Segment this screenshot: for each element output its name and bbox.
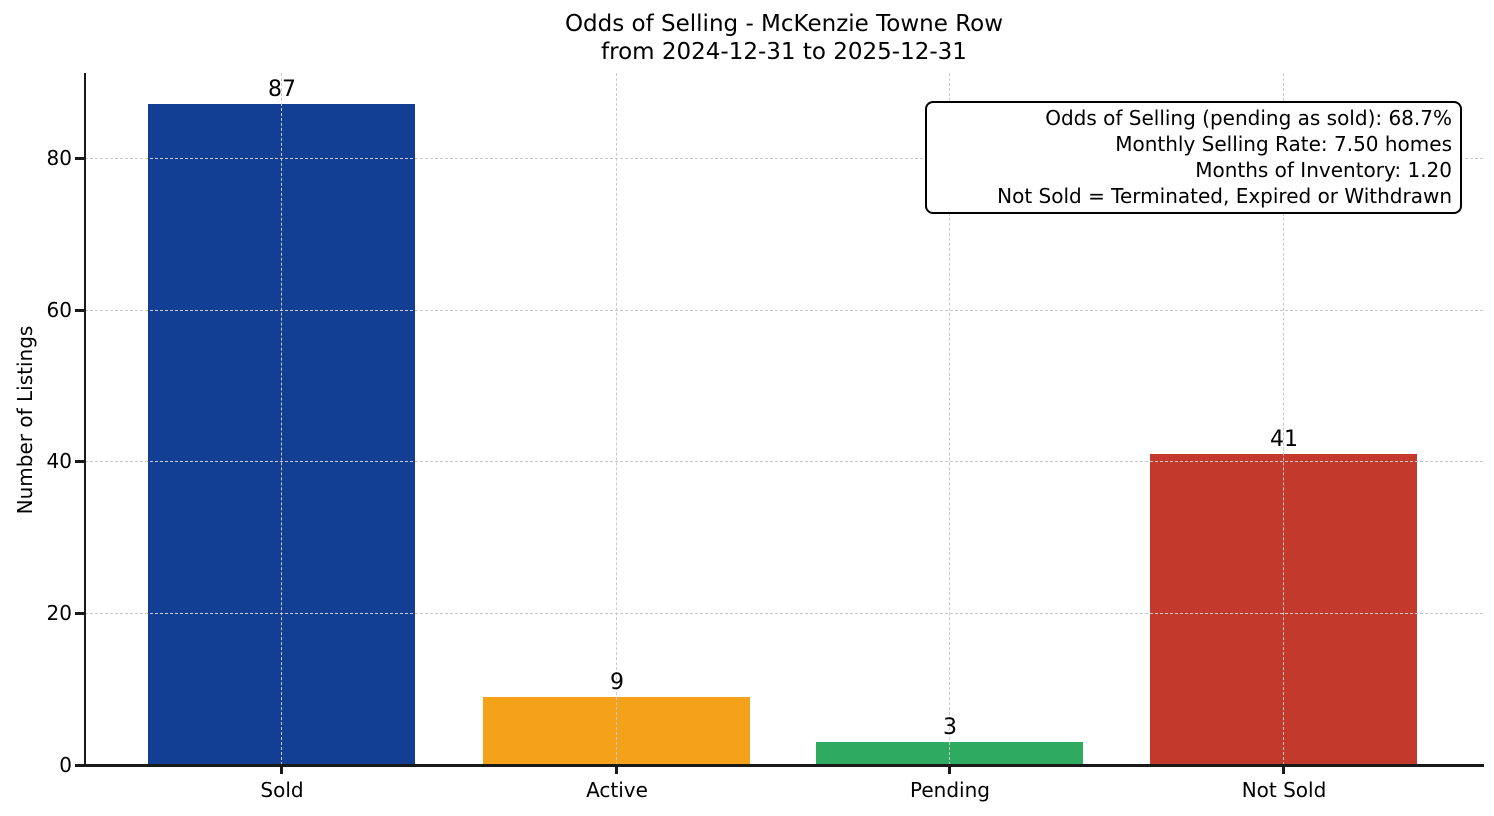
y-tick-80 (75, 157, 84, 160)
y-tick-40 (75, 460, 84, 463)
y-tick-label-80: 80 (46, 146, 72, 170)
gridline-v-active (616, 73, 617, 765)
y-tick-60 (75, 309, 84, 312)
y-tick-label-20: 20 (46, 601, 72, 625)
y-tick-label-40: 40 (46, 449, 72, 473)
y-axis-spine (83, 73, 86, 766)
y-tick-label-0: 0 (59, 753, 72, 777)
y-tick-20 (75, 612, 84, 615)
x-tick-label-sold: Sold (260, 778, 304, 802)
y-tick-label-60: 60 (46, 298, 72, 322)
x-axis-spine (83, 764, 1484, 767)
y-tick-0 (75, 764, 84, 767)
x-tick-pending (948, 766, 951, 774)
y-axis-label: Number of Listings (13, 325, 37, 515)
gridline-h-40 (85, 461, 1483, 462)
annotation-line-not-sold: Not Sold = Terminated, Expired or Withdr… (997, 184, 1452, 208)
x-tick-not-sold (1282, 766, 1285, 774)
x-tick-sold (280, 766, 283, 774)
annotation-line-odds: Odds of Selling (pending as sold): 68.7% (1045, 106, 1452, 130)
gridline-h-60 (85, 310, 1483, 311)
gridline-v-not-sold (1283, 73, 1284, 765)
gridline-v-sold (281, 73, 282, 765)
value-label-not-sold: 41 (1270, 427, 1298, 452)
x-tick-label-not-sold: Not Sold (1241, 778, 1327, 802)
gridline-v-pending (949, 73, 950, 765)
chart-subtitle: from 2024-12-31 to 2025-12-31 (601, 39, 967, 65)
gridline-h-80 (85, 158, 1483, 159)
value-label-pending: 3 (943, 715, 957, 740)
annotation-line-inventory: Months of Inventory: 1.20 (1195, 158, 1452, 182)
stats-annotation-box: Odds of Selling (pending as sold): 68.7%… (925, 101, 1462, 214)
value-label-sold: 87 (268, 77, 296, 102)
annotation-line-rate: Monthly Selling Rate: 7.50 homes (1115, 132, 1452, 156)
x-tick-label-pending: Pending (910, 778, 990, 802)
x-tick-label-active: Active (586, 778, 648, 802)
value-label-active: 9 (610, 670, 624, 695)
chart-title: Odds of Selling - McKenzie Towne Row (564, 11, 1004, 37)
x-tick-active (615, 766, 618, 774)
gridline-h-20 (85, 613, 1483, 614)
